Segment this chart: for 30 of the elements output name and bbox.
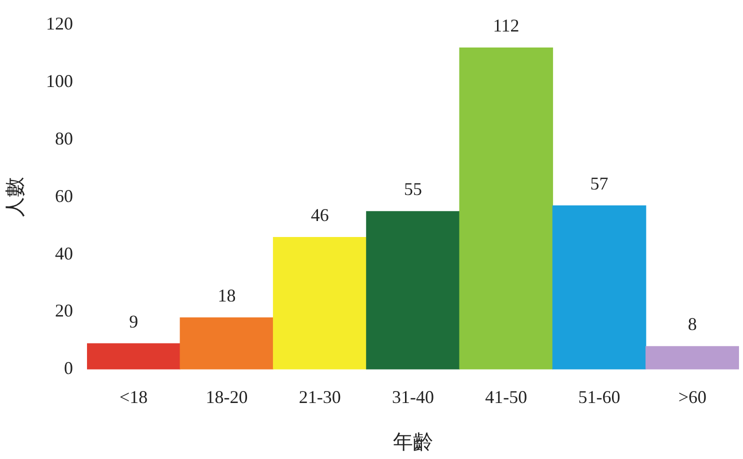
bar [180,317,274,370]
y-tick-label: 40 [55,243,73,264]
y-tick-label: 120 [46,14,73,34]
y-tick-label: 80 [55,128,73,148]
data-label: 18 [218,285,236,306]
bar [366,211,460,370]
x-tick-label: >60 [678,386,707,407]
data-label: 8 [688,314,697,334]
data-label: 55 [404,179,422,200]
bar [459,47,554,370]
data-label: 9 [129,311,138,332]
x-tick-label: 51-60 [578,386,620,407]
y-tick-label: 0 [64,358,73,378]
y-tick-label: 20 [55,300,73,321]
bar [272,236,367,370]
bar [87,343,180,370]
bar [646,346,739,370]
x-tick-label: 41-50 [485,386,528,407]
y-tick-label: 60 [55,186,73,206]
x-tick-label: 21-30 [298,386,341,407]
data-label: 57 [590,173,608,194]
x-tick-label: 31-40 [392,386,434,407]
data-label: 112 [492,16,520,36]
x-tick-label: <18 [119,386,148,407]
y-tick-label: 100 [46,70,73,91]
bar [552,205,646,370]
data-label: 46 [310,205,329,226]
x-tick-label: 18-20 [206,386,248,407]
x-axis-title: 年齡 [393,431,433,454]
y-axis-title: 人數 [4,177,26,218]
